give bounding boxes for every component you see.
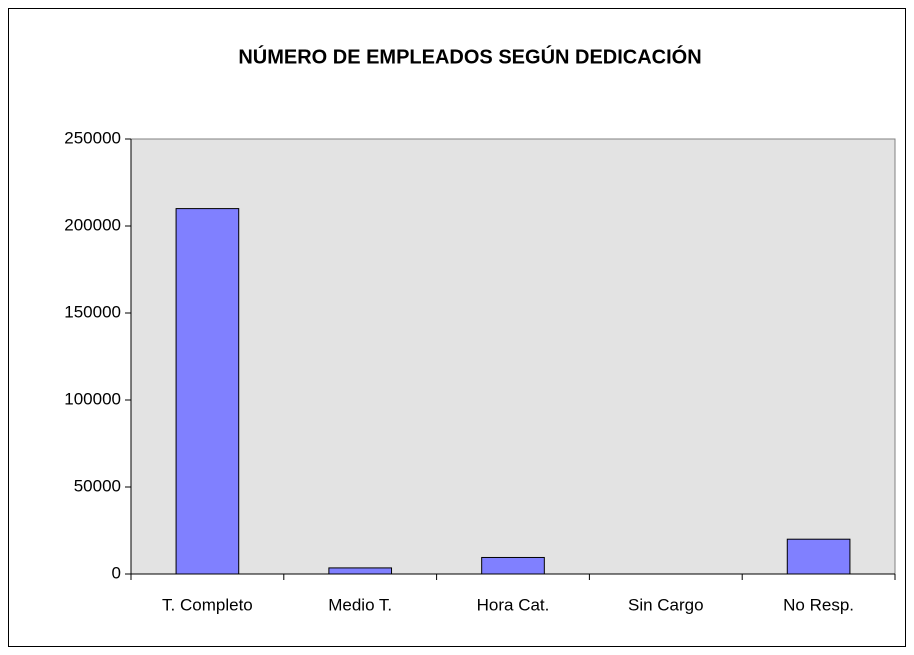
bar bbox=[481, 556, 545, 575]
bar bbox=[328, 567, 393, 575]
bar bbox=[786, 538, 851, 575]
y-tick-label: 100000 bbox=[64, 389, 121, 408]
y-tick-label: 150000 bbox=[64, 302, 121, 321]
x-tick-label: T. Completo bbox=[162, 595, 253, 614]
bar bbox=[175, 208, 240, 575]
x-tick-label: Sin Cargo bbox=[628, 595, 704, 614]
y-tick-label: 50000 bbox=[74, 476, 121, 495]
plot-area bbox=[130, 138, 896, 575]
chart-title: NÚMERO DE EMPLEADOS SEGÚN DEDICACIÓN bbox=[238, 44, 701, 68]
x-tick-label: Hora Cat. bbox=[477, 595, 550, 614]
y-tick-label: 200000 bbox=[64, 215, 121, 234]
y-tick-label: 0 bbox=[112, 563, 121, 582]
x-tick-label: No Resp. bbox=[783, 595, 854, 614]
y-tick-label: 250000 bbox=[64, 128, 121, 147]
x-tick-label: Medio T. bbox=[328, 595, 392, 614]
